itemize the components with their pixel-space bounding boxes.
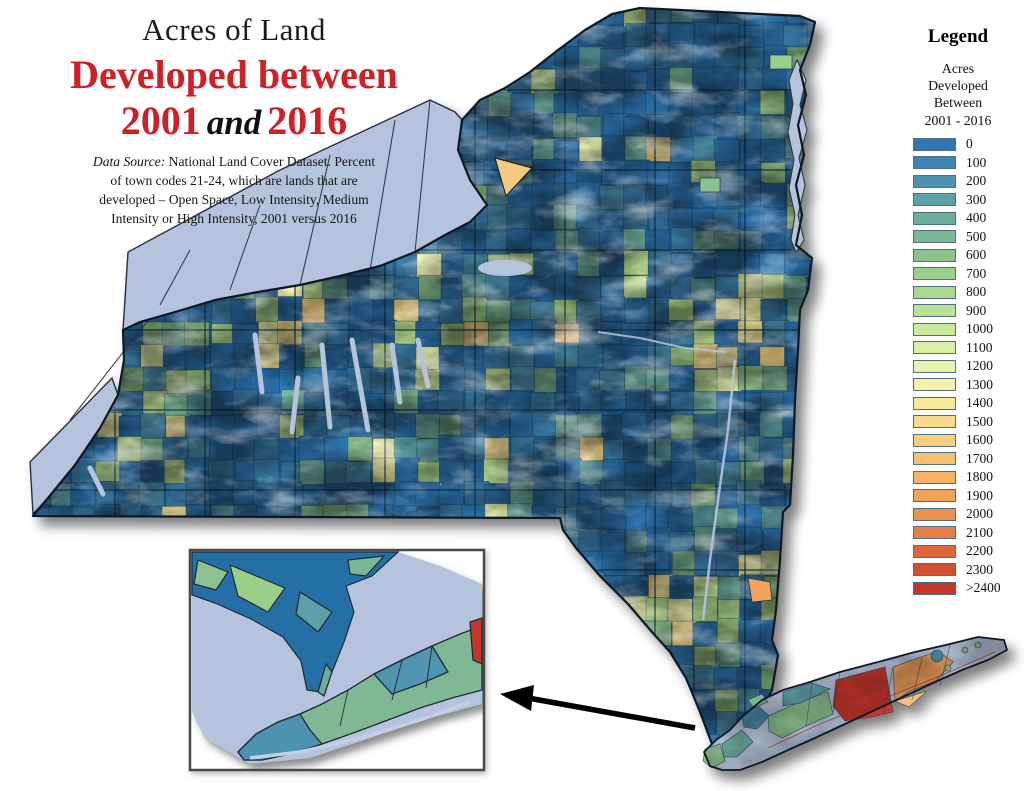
legend-item: 1100 (897, 338, 1019, 357)
data-source-prefix: Data Source: (92, 154, 166, 169)
legend-swatch (913, 378, 956, 392)
year-end: 2016 (267, 98, 348, 143)
legend-subtitle: Acres Developed Between 2001 - 2016 (924, 61, 992, 128)
legend-swatch (913, 415, 956, 429)
legend-swatch (913, 359, 956, 373)
legend-swatch (913, 470, 956, 484)
legend-item: 200 (897, 172, 1019, 191)
map-title-line1: Acres of Land (142, 12, 326, 47)
legend-label: 1900 (966, 487, 993, 503)
legend-item: 500 (897, 227, 1019, 246)
legend-label: >2400 (966, 580, 1001, 596)
legend-item: 1600 (897, 431, 1019, 450)
legend-item: 2000 (897, 505, 1019, 524)
legend-swatch (913, 285, 956, 299)
legend-swatch (913, 433, 956, 447)
legend-title: Legend (927, 26, 989, 47)
legend-label: 700 (966, 265, 987, 281)
legend-label: 1800 (966, 469, 993, 485)
legend-label: 2300 (966, 561, 993, 577)
legend-label: 1200 (966, 358, 993, 374)
legend-item: 2200 (897, 542, 1019, 561)
legend-label: 1100 (966, 339, 993, 355)
legend-swatch (913, 211, 956, 225)
legend-item: 1700 (897, 449, 1019, 468)
legend-label: 800 (966, 284, 987, 300)
legend-swatch (913, 526, 956, 540)
map-title-years: 2001 and 2016 (28, 100, 440, 142)
legend-swatch (913, 581, 956, 595)
legend-item: 1800 (897, 468, 1019, 487)
legend-label: 1400 (966, 395, 993, 411)
year-start: 2001 (120, 98, 201, 143)
legend-swatch (913, 230, 956, 244)
legend-label: 0 (966, 136, 973, 152)
legend-swatch (913, 322, 956, 336)
inset-pointer-arrow (500, 685, 696, 731)
legend-label: 2200 (966, 543, 993, 559)
legend-items: 0 100 200 300 400 500 600 700 800 900 1000 1100 1200… (897, 135, 1019, 598)
legend-label: 2000 (966, 506, 993, 522)
legend-item: 400 (897, 209, 1019, 228)
legend-label: 2100 (966, 524, 993, 540)
legend-label: 100 (966, 154, 987, 170)
legend-panel: Legend Acres Developed Between 2001 - 20… (897, 26, 1019, 597)
legend-label: 1500 (966, 413, 993, 429)
legend-item: 100 (897, 153, 1019, 172)
legend-swatch (913, 452, 956, 466)
inset-map (188, 548, 486, 772)
legend-item: 2100 (897, 523, 1019, 542)
legend-item: >2400 (897, 579, 1019, 598)
data-source-note: Data Source: National Land Cover Dataset… (92, 154, 376, 227)
legend-swatch (913, 544, 956, 558)
legend-item: 2300 (897, 560, 1019, 579)
conjunction: and (206, 103, 262, 142)
legend-swatch (913, 507, 956, 521)
legend-label: 600 (966, 247, 987, 263)
legend-item: 700 (897, 264, 1019, 283)
legend-item: 0 (897, 135, 1019, 154)
legend-swatch (913, 156, 956, 170)
legend-label: 900 (966, 302, 987, 318)
legend-label: 400 (966, 210, 987, 226)
legend-label: 500 (966, 228, 987, 244)
legend-label: 1300 (966, 376, 993, 392)
map-title-line2: Developed between (70, 52, 398, 97)
legend-swatch (913, 396, 956, 410)
legend-item: 900 (897, 301, 1019, 320)
legend-swatch (913, 304, 956, 318)
legend-item: 1200 (897, 357, 1019, 376)
legend-item: 1300 (897, 375, 1019, 394)
legend-label: 200 (966, 173, 987, 189)
legend-item: 800 (897, 283, 1019, 302)
legend-swatch (913, 341, 956, 355)
legend-item: 1000 (897, 320, 1019, 339)
legend-label: 1700 (966, 450, 993, 466)
legend-item: 1900 (897, 486, 1019, 505)
legend-item: 1400 (897, 394, 1019, 413)
legend-label: 300 (966, 191, 987, 207)
legend-item: 300 (897, 190, 1019, 209)
legend-swatch (913, 137, 956, 151)
legend-label: 1600 (966, 432, 993, 448)
legend-swatch (913, 248, 956, 262)
legend-swatch (913, 193, 956, 207)
legend-swatch (913, 174, 956, 188)
legend-item: 600 (897, 246, 1019, 265)
legend-swatch (913, 489, 956, 503)
title-block: Acres of Land Developed between 2001 and 2… (28, 12, 440, 228)
legend-swatch (913, 267, 956, 281)
legend-label: 1000 (966, 321, 993, 337)
legend-item: 1500 (897, 412, 1019, 431)
legend-swatch (913, 563, 956, 577)
